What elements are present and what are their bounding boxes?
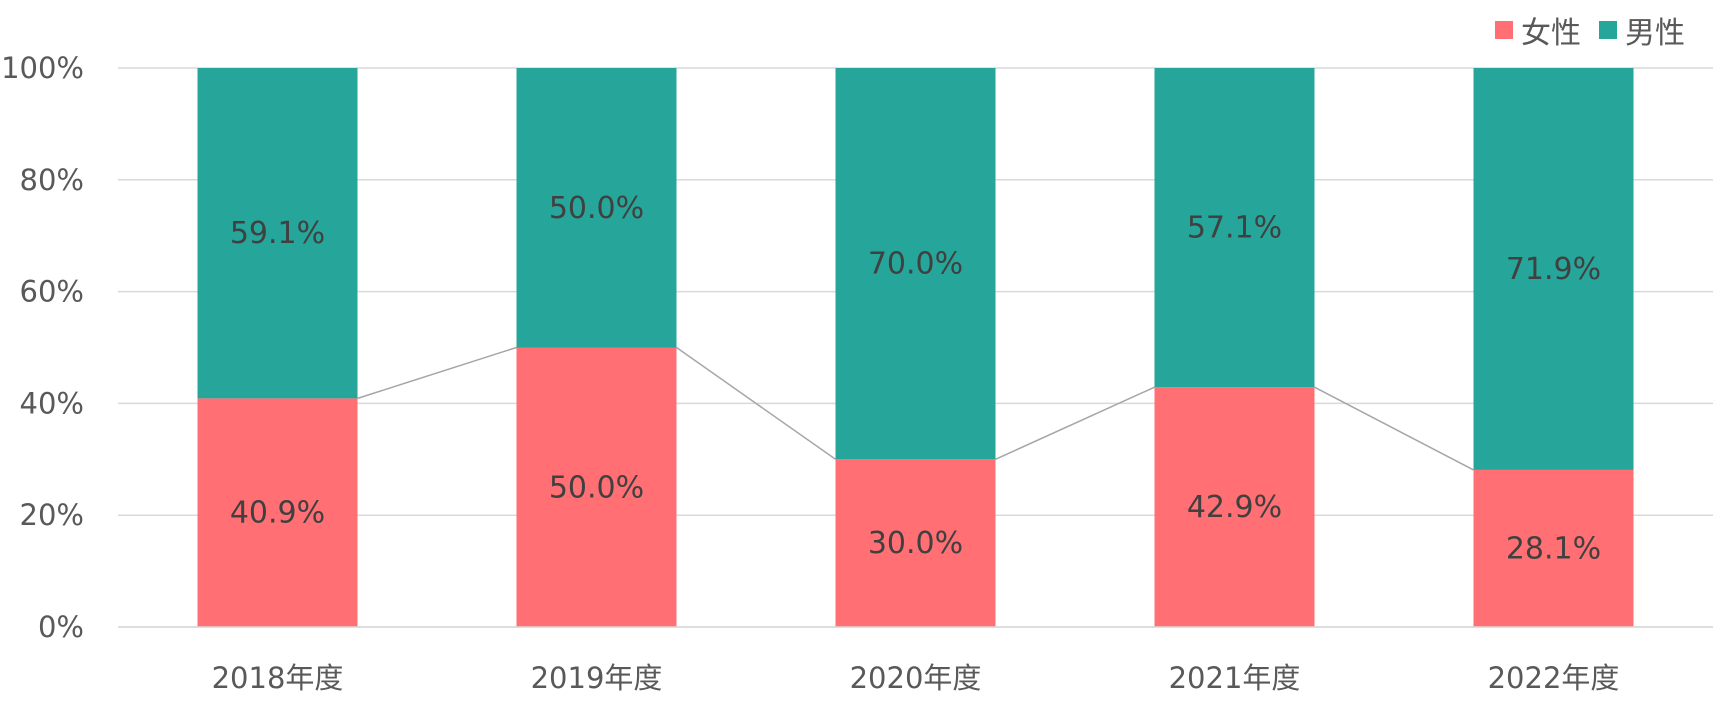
bar-male xyxy=(197,68,358,399)
legend-swatch-female xyxy=(1495,21,1513,39)
y-tick-label: 20% xyxy=(20,498,84,532)
y-tick-label: 100% xyxy=(1,51,84,85)
bar-male xyxy=(835,68,996,460)
data-label-female: 42.9% xyxy=(1187,490,1282,525)
y-tick-label: 80% xyxy=(20,163,84,197)
x-tick-label: 2021年度 xyxy=(1169,661,1301,695)
data-label-female: 28.1% xyxy=(1506,531,1601,566)
bar-female xyxy=(835,459,996,627)
series-line xyxy=(676,346,836,460)
bar-male xyxy=(516,68,677,348)
legend-label-male: 男性 xyxy=(1625,16,1685,51)
data-label-female: 30.0% xyxy=(868,526,963,561)
y-tick-label: 0% xyxy=(38,610,84,644)
bar-female xyxy=(516,347,677,627)
legend-item-female: 女性 xyxy=(1495,8,1581,52)
data-label-male: 70.0% xyxy=(868,247,963,282)
series-line xyxy=(357,346,517,400)
data-label-male: 59.1% xyxy=(230,216,325,251)
data-label-male: 71.9% xyxy=(1506,252,1601,287)
x-tick-label: 2019年度 xyxy=(531,661,663,695)
data-label-male: 57.1% xyxy=(1187,211,1282,246)
data-label-female: 50.0% xyxy=(549,470,644,505)
bar-female xyxy=(197,398,358,627)
bar-male xyxy=(1154,68,1315,388)
data-label-male: 50.0% xyxy=(549,191,644,226)
y-tick-label: 60% xyxy=(20,275,84,309)
bar-male xyxy=(1473,68,1634,470)
y-tick-label: 40% xyxy=(20,386,84,420)
legend-label-female: 女性 xyxy=(1521,16,1581,51)
x-tick-label: 2020年度 xyxy=(850,661,982,695)
x-tick-label: 2018年度 xyxy=(212,661,344,695)
legend: 女性 男性 xyxy=(1495,8,1685,52)
data-label-female: 40.9% xyxy=(230,496,325,531)
bar-female xyxy=(1473,469,1634,627)
series-line xyxy=(1314,386,1474,471)
series-line xyxy=(995,386,1155,460)
bar-female xyxy=(1154,387,1315,627)
x-tick-label: 2022年度 xyxy=(1488,661,1620,695)
legend-swatch-male xyxy=(1599,21,1617,39)
legend-item-male: 男性 xyxy=(1599,8,1685,52)
